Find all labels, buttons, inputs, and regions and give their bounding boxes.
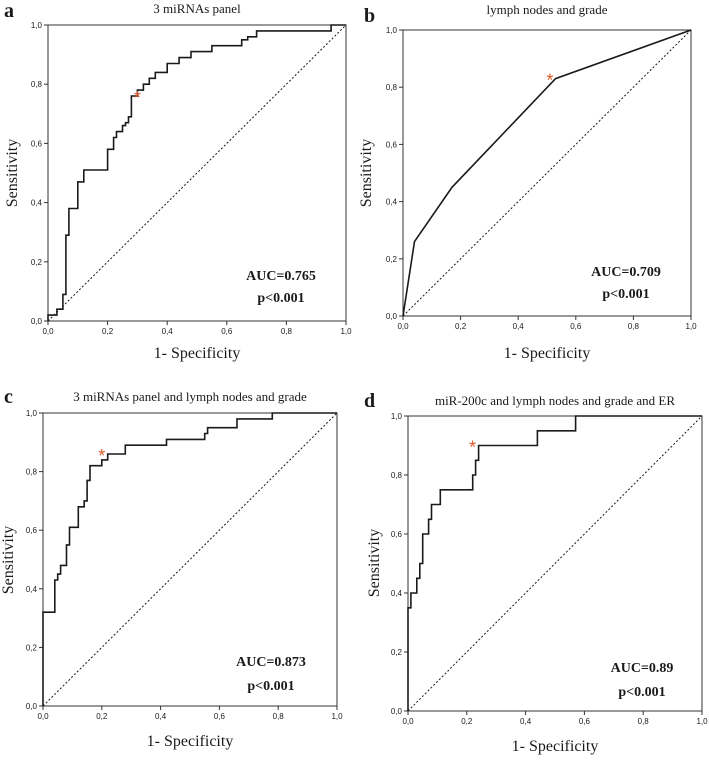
p-value-label: p<0.001 — [618, 685, 665, 700]
y-tick-label: 0,0 — [391, 707, 403, 716]
y-tick-label: 0,2 — [391, 648, 403, 657]
p-value-label: p<0.001 — [247, 679, 294, 694]
y-tick-label: 1,0 — [26, 409, 38, 418]
x-tick-label: 0,4 — [520, 717, 532, 726]
y-tick-label: 0,4 — [31, 199, 43, 208]
y-tick-label: 0,8 — [391, 471, 403, 480]
plot-frame — [407, 415, 703, 712]
roc-curve — [47, 24, 346, 321]
y-tick-label: 0,4 — [26, 585, 38, 594]
plot-frame — [47, 24, 347, 322]
y-tick-label: 0,6 — [31, 139, 43, 148]
x-tick-label: 0,2 — [96, 712, 108, 721]
chart-title: miR-200c and lymph nodes and grade and E… — [435, 393, 675, 408]
y-tick-label: 0,0 — [386, 312, 398, 321]
x-axis-label: 1- Specificity — [504, 345, 591, 362]
chart-title: 3 miRNAs panel — [153, 1, 241, 16]
x-axis-label: 1- Specificity — [154, 345, 241, 362]
roc-curve — [42, 412, 337, 706]
optimal-cutoff-marker: * — [546, 71, 553, 91]
x-tick-label: 0,6 — [221, 327, 233, 336]
reference-line — [42, 412, 338, 707]
y-tick-label: 0,6 — [391, 530, 403, 539]
panel-letter: c — [4, 386, 13, 408]
roc-panel-c: c 3 miRNAs panel and lymph nodes and grad… — [0, 386, 343, 750]
y-tick-label: 0,6 — [26, 526, 38, 535]
x-tick-label: 1,0 — [331, 712, 343, 721]
y-axis-label: Sensitivity — [358, 139, 375, 207]
x-tick-label: 0,0 — [37, 712, 49, 721]
x-axis-label: 1- Specificity — [512, 738, 599, 755]
y-tick-label: 0,6 — [386, 140, 398, 149]
x-tick-label: 0,0 — [42, 327, 54, 336]
x-tick-label: 0,6 — [579, 717, 591, 726]
x-tick-label: 0,4 — [513, 322, 525, 331]
y-tick-label: 0,4 — [391, 589, 403, 598]
x-tick-label: 0,0 — [397, 322, 409, 331]
optimal-cutoff-marker: * — [469, 438, 476, 458]
x-tick-label: 1,0 — [340, 327, 352, 336]
panel-letter: d — [364, 390, 375, 412]
panel-letter: b — [364, 5, 375, 27]
y-tick-label: 0,2 — [31, 258, 43, 267]
plot-frame — [42, 412, 338, 707]
x-tick-label: 0,4 — [155, 712, 167, 721]
roc-panel-d: d miR-200c and lymph nodes and grade and … — [364, 390, 708, 755]
x-tick-label: 0,2 — [102, 327, 114, 336]
x-tick-label: 1,0 — [685, 322, 697, 331]
auc-label: AUC=0.873 — [236, 655, 306, 670]
y-tick-label: 0,0 — [31, 317, 43, 326]
auc-label: AUC=0.765 — [246, 269, 316, 284]
chart-title: 3 miRNAs panel and lymph nodes and grade — [73, 389, 307, 404]
roc-curve — [407, 415, 702, 711]
y-tick-label: 0,2 — [26, 643, 38, 652]
y-tick-label: 0,4 — [386, 198, 398, 207]
y-tick-label: 0,0 — [26, 702, 38, 711]
optimal-cutoff-marker: * — [98, 446, 105, 466]
x-tick-label: 0,8 — [638, 717, 650, 726]
x-tick-label: 0,2 — [461, 717, 473, 726]
y-axis-label: Sensitivity — [0, 526, 17, 594]
roc-panel-b: b lymph nodes and grade 0,00,0 0,2 0,2 0,4 0,4… — [358, 2, 697, 362]
plot-frame — [402, 29, 692, 317]
panel-letter: a — [4, 0, 14, 22]
x-axis-label: 1- Specificity — [147, 733, 234, 750]
x-tick-label: 0,6 — [214, 712, 226, 721]
roc-panel-a: a 3 miRNAs panel 0,00,0 0,2 0,2 0,4 0,4 0,6 0,6 0… — [4, 0, 352, 362]
y-tick-label: 1,0 — [391, 412, 403, 421]
x-tick-label: 0,8 — [273, 712, 285, 721]
p-value-label: p<0.001 — [602, 287, 649, 302]
chart-title: lymph nodes and grade — [487, 2, 608, 17]
y-tick-label: 1,0 — [386, 26, 398, 35]
x-tick-label: 0,2 — [455, 322, 467, 331]
x-tick-label: 0,8 — [628, 322, 640, 331]
roc-curve — [402, 29, 692, 317]
x-tick-label: 1,0 — [696, 717, 708, 726]
y-tick-label: 1,0 — [31, 21, 43, 30]
auc-label: AUC=0.709 — [591, 265, 661, 280]
y-axis-label: Sensitivity — [366, 529, 383, 597]
x-tick-label: 0,8 — [281, 327, 293, 336]
optimal-cutoff-marker: * — [134, 88, 141, 108]
y-tick-label: 0,2 — [386, 255, 398, 264]
reference-line — [407, 415, 703, 712]
x-tick-label: 0,0 — [402, 717, 414, 726]
x-tick-label: 0,6 — [570, 322, 582, 331]
y-tick-label: 0,8 — [386, 83, 398, 92]
x-tick-label: 0,4 — [162, 327, 174, 336]
auc-label: AUC=0.89 — [611, 661, 674, 676]
y-axis-label: Sensitivity — [4, 139, 21, 207]
y-tick-label: 0,8 — [31, 80, 43, 89]
y-tick-label: 0,8 — [26, 468, 38, 477]
p-value-label: p<0.001 — [257, 291, 304, 306]
